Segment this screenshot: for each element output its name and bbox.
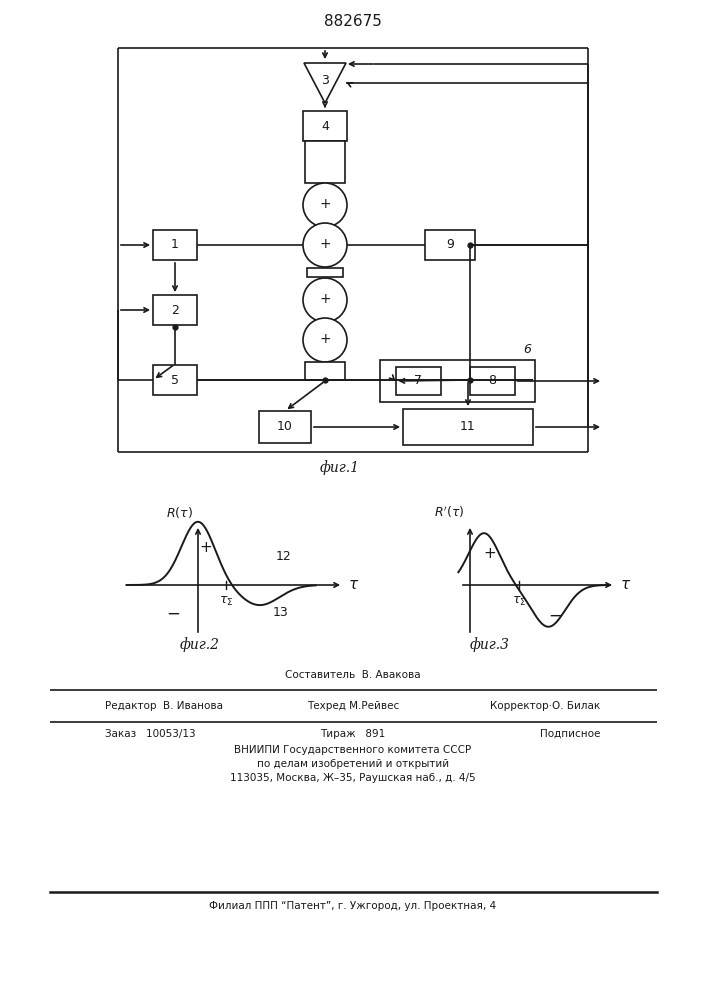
Bar — [395, 367, 440, 395]
Bar — [425, 230, 475, 260]
Text: 882675: 882675 — [324, 14, 382, 29]
Text: фиг.3: фиг.3 — [470, 638, 510, 652]
Polygon shape — [304, 63, 346, 103]
Text: 5: 5 — [171, 373, 179, 386]
Text: $\tau$: $\tau$ — [348, 578, 359, 592]
Text: 3: 3 — [321, 75, 329, 88]
Text: 113035, Москва, Ж–35, Раушская наб., д. 4/5: 113035, Москва, Ж–35, Раушская наб., д. … — [230, 773, 476, 783]
Text: $R'(\tau)$: $R'(\tau)$ — [435, 504, 465, 520]
Text: 12: 12 — [276, 550, 292, 564]
Circle shape — [303, 223, 347, 267]
Text: $\tau_\Sigma$: $\tau_\Sigma$ — [512, 595, 526, 608]
Text: $-$: $-$ — [548, 606, 562, 624]
Text: $R(\tau)$: $R(\tau)$ — [166, 505, 193, 520]
Text: 11: 11 — [460, 420, 476, 434]
Text: $\tau_\Sigma$: $\tau_\Sigma$ — [218, 595, 233, 608]
Text: +: + — [319, 332, 331, 346]
Text: Тираж   891: Тираж 891 — [320, 729, 385, 739]
Text: Подписное: Подписное — [539, 729, 600, 739]
Bar — [153, 365, 197, 395]
Text: +: + — [319, 292, 331, 306]
Text: фиг.1: фиг.1 — [320, 461, 360, 475]
Text: +: + — [319, 197, 331, 211]
Text: 7: 7 — [414, 374, 422, 387]
Text: 2: 2 — [171, 304, 179, 316]
Circle shape — [303, 318, 347, 362]
Bar — [380, 360, 535, 402]
Text: фиг.2: фиг.2 — [180, 638, 220, 652]
Bar — [259, 411, 311, 443]
Text: Филиал ППП “Патент”, г. Ужгород, ул. Проектная, 4: Филиал ППП “Патент”, г. Ужгород, ул. Про… — [209, 901, 496, 911]
Text: Корректор·О. Билак: Корректор·О. Билак — [490, 701, 600, 711]
Text: +: + — [199, 540, 212, 554]
Text: $\tau$: $\tau$ — [620, 578, 631, 592]
Circle shape — [303, 278, 347, 322]
Bar — [303, 111, 347, 141]
Bar — [403, 409, 533, 445]
Text: 4: 4 — [321, 119, 329, 132]
Text: +: + — [319, 237, 331, 251]
Text: ВНИИПИ Государственного комитета СССР: ВНИИПИ Государственного комитета СССР — [235, 745, 472, 755]
Text: 13: 13 — [273, 606, 288, 619]
Text: по делам изобретений и открытий: по делам изобретений и открытий — [257, 759, 449, 769]
Text: 8: 8 — [488, 374, 496, 387]
Text: 9: 9 — [446, 238, 454, 251]
Text: +: + — [484, 546, 496, 560]
Circle shape — [303, 183, 347, 227]
Text: 6: 6 — [523, 343, 531, 356]
Text: Техред М.Рейвес: Техред М.Рейвес — [307, 701, 399, 711]
Bar — [153, 230, 197, 260]
Text: Составитель  В. Авакова: Составитель В. Авакова — [285, 670, 421, 680]
Text: 1: 1 — [171, 238, 179, 251]
Text: Редактор  В. Иванова: Редактор В. Иванова — [105, 701, 223, 711]
Bar — [153, 295, 197, 325]
Polygon shape — [307, 268, 343, 277]
Text: 10: 10 — [277, 420, 293, 434]
Text: $-$: $-$ — [166, 604, 180, 622]
Text: Заказ   10053/13: Заказ 10053/13 — [105, 729, 196, 739]
Polygon shape — [305, 141, 345, 183]
Bar — [469, 367, 515, 395]
Polygon shape — [305, 362, 345, 380]
